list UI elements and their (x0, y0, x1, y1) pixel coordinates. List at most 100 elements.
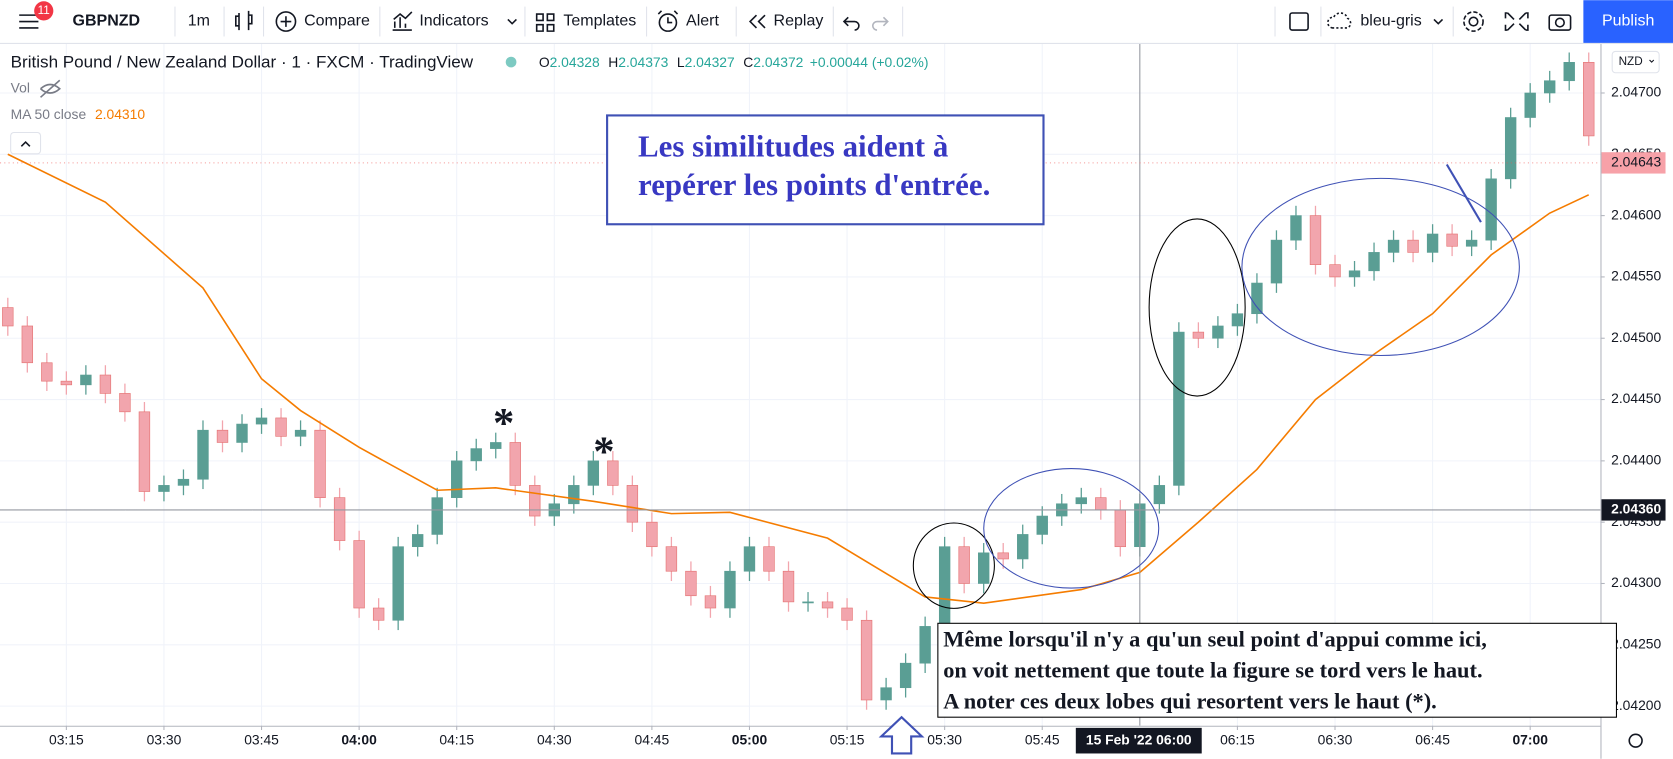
interval[interactable]: 1m (188, 13, 210, 30)
candle-body (138, 411, 151, 492)
trend-line (1445, 163, 1482, 223)
candle-body (451, 460, 463, 498)
y-tick-label: 2.04200 (1611, 697, 1661, 713)
redo-button[interactable] (871, 16, 889, 31)
y-tick-label: 2.04550 (1611, 268, 1661, 284)
alert-button[interactable]: Alert (686, 13, 719, 30)
hidden-icon[interactable] (40, 79, 61, 98)
candle-body (1153, 485, 1166, 505)
ohlc-value: 2.04327 (685, 54, 735, 70)
candle-body (2, 307, 14, 327)
snapshot-button[interactable] (1554, 17, 1565, 28)
candle-body (1348, 270, 1361, 278)
chevron[interactable] (507, 18, 517, 25)
x-tick-label: 04:15 (439, 731, 474, 747)
note-line: on voit nettement que toute la figure se… (943, 658, 1482, 683)
candle-body (1504, 117, 1517, 180)
candle-body (1426, 233, 1439, 253)
candle-body (1465, 239, 1478, 247)
ohlc-label: L (677, 54, 685, 70)
candle-body (411, 534, 424, 548)
undo-button[interactable] (842, 16, 860, 31)
candle-body (1544, 80, 1556, 94)
candle-body (1017, 534, 1029, 560)
templates-icon (535, 13, 555, 32)
replay-icon (748, 14, 766, 29)
candle-body (1036, 515, 1048, 535)
market-status (505, 56, 517, 68)
candle-body (490, 442, 502, 449)
legend: British Pound / New Zealand Dollar · 1 ·… (10, 53, 928, 155)
symbol[interactable]: GBPNZD (73, 13, 141, 30)
cloud-icon (1327, 12, 1352, 29)
candle-body (1583, 62, 1595, 137)
compare-button[interactable]: Compare (304, 13, 370, 30)
candle-body (880, 687, 892, 701)
templates-button[interactable]: Templates (563, 13, 636, 30)
ohlc-label: C (743, 54, 753, 70)
compare-icon (275, 11, 297, 32)
chevron[interactable] (1433, 18, 1444, 25)
y-tick-label: 2.04700 (1611, 84, 1661, 100)
candle-body (275, 417, 287, 437)
candle-body (997, 552, 1009, 560)
candle-body (314, 429, 326, 498)
candle-body (21, 325, 34, 364)
y-tick-label: 2.04400 (1611, 452, 1661, 468)
candle-body (704, 595, 717, 609)
settings-button[interactable] (1463, 11, 1484, 32)
publish-label[interactable]: Publish (1602, 13, 1654, 30)
candle-body (1387, 239, 1400, 253)
chart-type-button[interactable] (234, 10, 253, 31)
volume-label: Vol (11, 79, 30, 95)
note-line: Même lorsqu'il n'y a qu'un seul point d'… (943, 627, 1487, 652)
plot-area (0, 43, 1601, 726)
candle-body (958, 546, 970, 584)
ohlc-label: H (608, 54, 618, 70)
x-tick-label: 05:30 (927, 731, 962, 747)
layout-name[interactable]: bleu-gris (1360, 13, 1421, 30)
settings-button[interactable] (1468, 16, 1479, 27)
badge (34, 1, 54, 21)
y-tick-label: 2.04300 (1611, 574, 1661, 590)
fullscreen-button[interactable] (1504, 12, 1529, 31)
time-axis-settings[interactable] (1628, 733, 1643, 748)
crosshair-time-box (1075, 727, 1202, 754)
indicators-button[interactable]: Indicators (419, 13, 488, 30)
x-tick-label: 06:45 (1415, 731, 1450, 747)
candle-body (1095, 497, 1107, 511)
y-tick-label: 2.04250 (1611, 635, 1661, 651)
snapshot-button[interactable] (1548, 14, 1572, 31)
ellipse (983, 468, 1160, 589)
candle-body (1446, 233, 1458, 247)
candle-body (1368, 252, 1380, 272)
x-tick-label: 03:30 (147, 731, 182, 747)
title-box-line: Les similitudes aident à (638, 129, 948, 164)
x-tick-label: 03:45 (244, 731, 279, 747)
candle-body (782, 570, 795, 603)
layout-button[interactable] (1289, 12, 1309, 31)
title-box (606, 114, 1045, 226)
candle-body (333, 497, 346, 541)
candle-body (41, 362, 53, 382)
currency-button[interactable] (1611, 50, 1660, 74)
candle-body (1251, 282, 1263, 315)
candle-body (1290, 215, 1302, 241)
ohlc-label: O (539, 54, 550, 70)
last-price-box (1601, 152, 1666, 174)
candle-body (294, 429, 307, 437)
candle-body (177, 478, 190, 486)
alert-icon (658, 13, 678, 32)
x-tick-label: 07:00 (1512, 731, 1548, 747)
candle-body (80, 374, 92, 386)
candle-body (665, 546, 678, 572)
star: * (593, 429, 614, 476)
candle-body (431, 497, 443, 535)
candle-body (119, 393, 131, 413)
candle-body (529, 485, 541, 517)
candle-body (763, 546, 775, 572)
publish-button[interactable] (1583, 0, 1673, 43)
replay-button[interactable]: Replay (774, 13, 824, 30)
currency[interactable]: NZD (1619, 55, 1643, 68)
